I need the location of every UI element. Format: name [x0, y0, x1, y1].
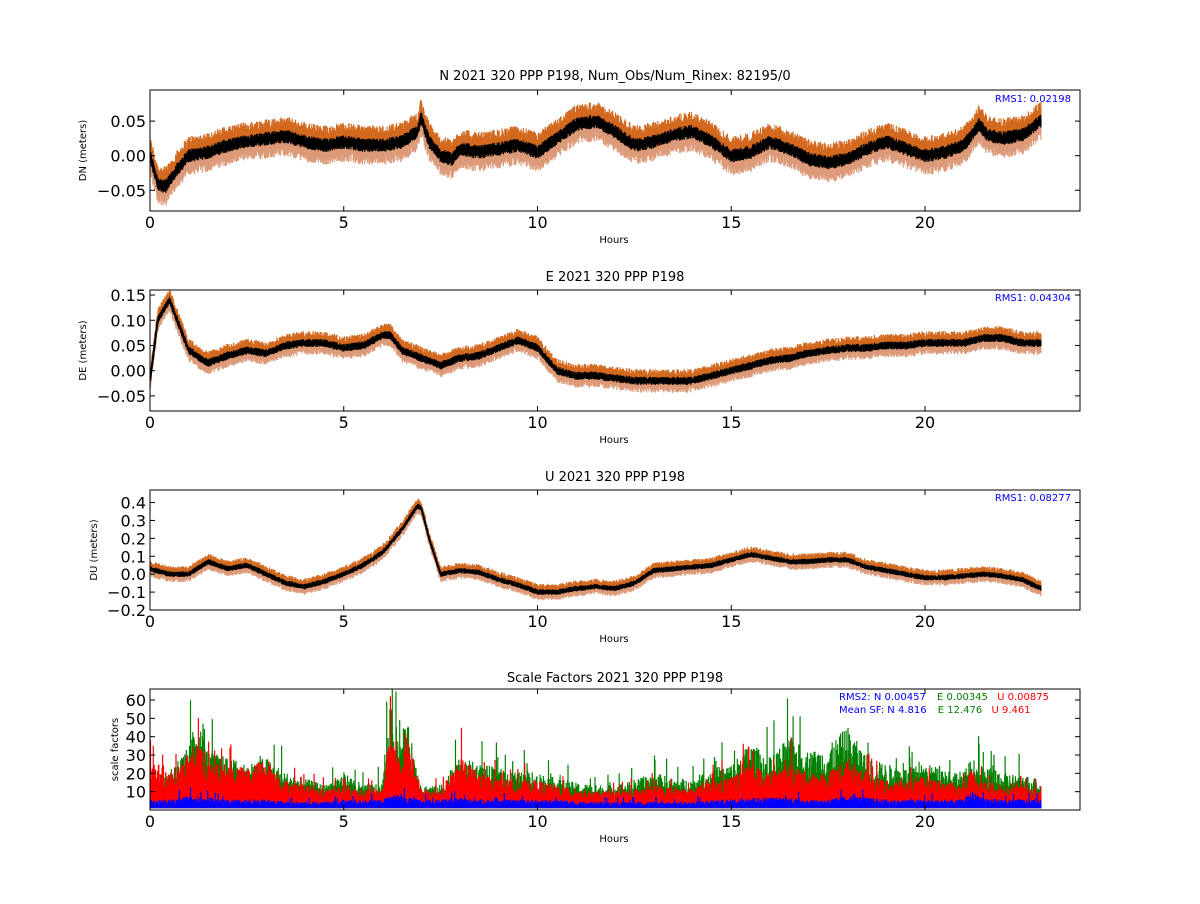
- up-panel: U 2021 320 PPP P198 0 5 10 15 20 0.40.30.20.1…: [89, 470, 1081, 645]
- scale-factors-ytick-label: 50: [126, 709, 146, 728]
- up-rms-annotation: RMS1: 0.08277: [995, 493, 1071, 504]
- up-ylabel: DU (meters): [89, 519, 100, 580]
- up-ytick-label: 0.0: [121, 565, 146, 584]
- up-xtick-label: 15: [721, 612, 741, 631]
- east-panel: E 2021 320 PPP P198 0 5 10 15 20 0.15 0.10 0.05…: [78, 270, 1081, 446]
- north-xtick-label: 0: [145, 213, 155, 232]
- up-position-trend-line: [150, 504, 1042, 594]
- north-ytick-label: 0.05: [110, 112, 146, 131]
- east-ytick-label: 0.15: [110, 286, 146, 305]
- scale-factors-ytick-label: 30: [126, 746, 146, 765]
- north-plot-area: 0 5 10 15 20 0.05 0.00 −0.05: [97, 90, 1080, 232]
- north-xlabel: Hours: [599, 235, 628, 246]
- up-axes-frame: [149, 489, 1081, 611]
- rms2-n: RMS2: N 0.00457: [839, 692, 926, 703]
- scale-factors-ytick-label: 40: [126, 728, 146, 747]
- mean-sf-u: U 9.461: [991, 705, 1030, 716]
- east-plot-area: 0 5 10 15 20 0.15 0.10 0.05 0.00 −0.05: [97, 286, 1080, 432]
- east-xlabel: Hours: [599, 435, 628, 446]
- scale-factors-ytick-label: 10: [126, 783, 146, 802]
- east-ytick-label: 0.05: [110, 336, 146, 355]
- north-ytick-label: 0.00: [110, 147, 146, 166]
- north-ytick-label: −0.05: [97, 181, 146, 200]
- up-ytick-label: −0.1: [107, 583, 146, 602]
- up-title: U 2021 320 PPP P198: [545, 470, 685, 485]
- east-title: E 2021 320 PPP P198: [546, 270, 685, 285]
- scale-factors-xtick-label: 5: [339, 812, 349, 831]
- rms2-u: U 0.00875: [997, 692, 1049, 703]
- north-position-trend-line: [150, 114, 1042, 189]
- north-ylabel: DN (meters): [78, 120, 89, 182]
- scale-factor-u-series: [150, 696, 1042, 809]
- scale-factors-xlabel: Hours: [599, 834, 628, 845]
- up-ytick-label: 0.2: [121, 529, 146, 548]
- north-xtick-label: 15: [721, 213, 741, 232]
- up-data-layer: [150, 498, 1042, 601]
- mean-sf-e: E 12.476: [938, 705, 983, 716]
- rms2-e: E 0.00345: [937, 692, 988, 703]
- north-panel: N 2021 320 PPP P198, Num_Obs/Num_Rinex: …: [78, 69, 1081, 246]
- east-xtick-label: 5: [339, 413, 349, 432]
- north-rms-annotation: RMS1: 0.02198: [995, 94, 1071, 105]
- north-xtick-label: 10: [527, 213, 547, 232]
- east-ytick-label: −0.05: [97, 387, 146, 406]
- east-xtick-label: 15: [721, 413, 741, 432]
- north-xtick-label: 20: [915, 213, 935, 232]
- scale-factors-ytick-label: 20: [126, 764, 146, 783]
- east-position-trend-line: [150, 297, 1042, 382]
- east-data-layer: [150, 290, 1042, 393]
- north-axes-frame: [149, 89, 1081, 212]
- east-ylabel: DE (meters): [78, 320, 89, 380]
- north-lower-error-band: [150, 118, 1042, 206]
- east-upper-error-band: [150, 290, 1042, 385]
- east-rms-annotation: RMS1: 0.04304: [995, 293, 1071, 304]
- up-ytick-label: 0.1: [121, 547, 146, 566]
- up-ytick-label: −0.2: [107, 601, 146, 620]
- up-xlabel: Hours: [599, 634, 628, 645]
- east-ytick-label: 0.10: [110, 311, 146, 330]
- scale-factors-ylabel: scale factors: [110, 718, 121, 781]
- north-xtick-label: 5: [339, 213, 349, 232]
- up-xtick-label: 20: [915, 612, 935, 631]
- mean-sf-n: Mean SF: N 4.816: [839, 705, 927, 716]
- up-ytick-label: 0.4: [121, 494, 146, 513]
- east-lower-error-band: [150, 298, 1042, 393]
- scale-factors-title: Scale Factors 2021 320 PPP P198: [507, 671, 723, 686]
- up-xtick-label: 5: [339, 612, 349, 631]
- rms2-annotation: RMS2: N 0.00457 E 0.00345 U 0.00875: [839, 692, 1049, 703]
- east-xtick-label: 20: [915, 413, 935, 432]
- scale-factors-xtick-label: 10: [527, 812, 547, 831]
- scale-factors-axes-frame: [149, 688, 1081, 811]
- up-xtick-label: 0: [145, 612, 155, 631]
- mean-sf-annotation: Mean SF: N 4.816 E 12.476 U 9.461: [839, 705, 1031, 716]
- scale-factors-data-layer: [150, 689, 1042, 809]
- scale-factors-ytick-label: 60: [126, 691, 146, 710]
- north-title: N 2021 320 PPP P198, Num_Obs/Num_Rinex: …: [439, 69, 790, 84]
- east-ytick-label: 0.00: [110, 362, 146, 381]
- scale-factors-xtick-label: 15: [721, 812, 741, 831]
- scale-factors-panel: Scale Factors 2021 320 PPP P198 0 5 10 15 20…: [110, 671, 1081, 845]
- up-plot-area: 0 5 10 15 20 0.40.30.20.10.0−0.1−0.2: [107, 490, 1080, 631]
- east-xtick-label: 0: [145, 413, 155, 432]
- east-axes-frame: [149, 289, 1081, 412]
- east-xtick-label: 10: [527, 413, 547, 432]
- scale-factors-xtick-label: 0: [145, 812, 155, 831]
- scale-factor-n-series: [150, 787, 1042, 809]
- scale-factors-xtick-label: 20: [915, 812, 935, 831]
- north-data-layer: [150, 100, 1042, 206]
- up-xtick-label: 10: [527, 612, 547, 631]
- up-ytick-label: 0.3: [121, 511, 146, 530]
